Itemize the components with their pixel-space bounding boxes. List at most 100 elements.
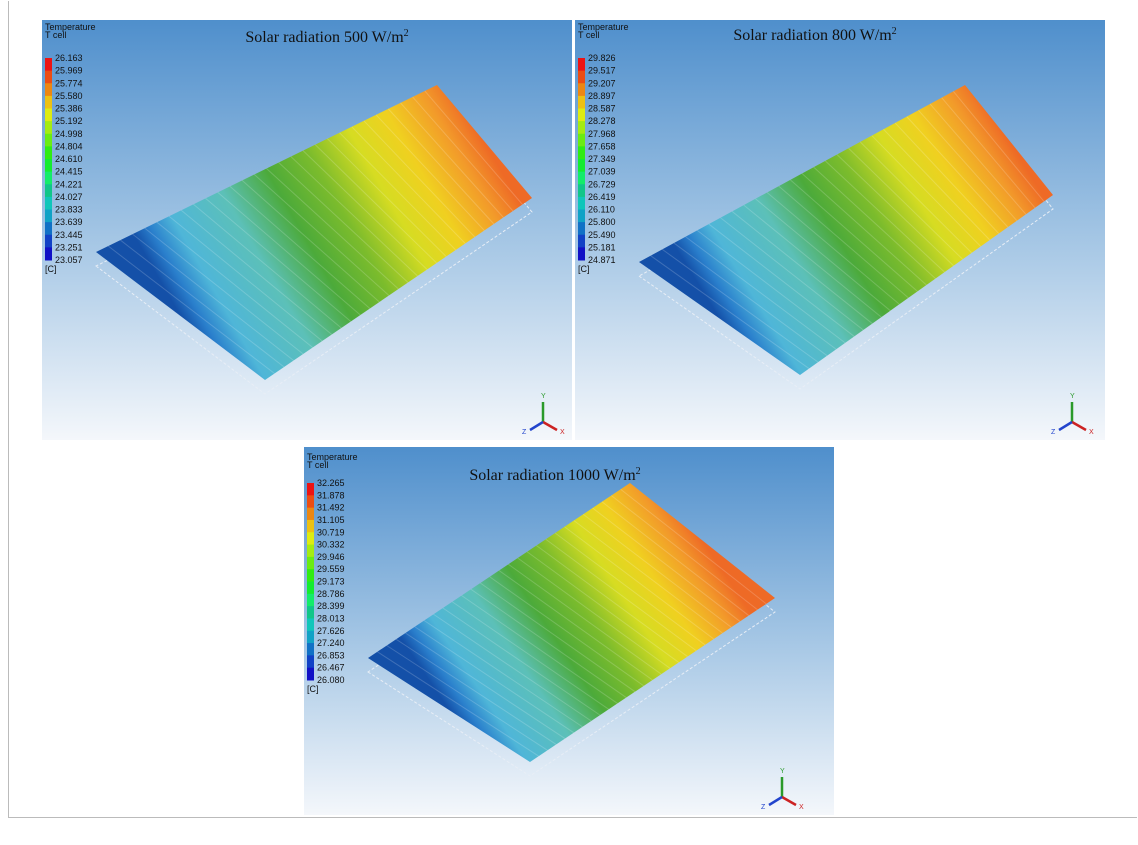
colorbar-segment [45, 159, 52, 172]
legend-unit: [C] [578, 264, 590, 274]
page: TemperatureT cell26.16325.96925.77425.58… [0, 0, 1138, 845]
legend-value: 23.057 [55, 255, 83, 265]
legend-value: 31.878 [317, 490, 345, 500]
legend-value: 24.804 [55, 141, 83, 151]
legend-value: 28.587 [588, 104, 616, 114]
legend-value: 32.265 [317, 478, 345, 488]
legend-subtitle: T cell [307, 460, 328, 470]
colorbar-segment [578, 71, 585, 84]
legend-value: 30.332 [317, 540, 345, 550]
axis-label: Y [780, 768, 785, 775]
colorbar-segment [307, 569, 314, 582]
colorbar-segment [45, 210, 52, 223]
colorbar-segment [578, 83, 585, 96]
legend-value: 25.774 [55, 78, 83, 88]
colorbar-segment [45, 172, 52, 185]
colorbar-segment [307, 483, 314, 496]
colorbar-segment [578, 134, 585, 147]
legend-unit: [C] [45, 264, 57, 274]
legend-value: 27.349 [588, 154, 616, 164]
legend-value: 27.240 [317, 638, 345, 648]
legend-value: 24.027 [55, 192, 83, 202]
legend-value: 27.658 [588, 141, 616, 151]
legend-value: 28.278 [588, 116, 616, 126]
colorbar-segment [578, 121, 585, 134]
legend-value: 29.173 [317, 577, 345, 587]
legend-value: 28.786 [317, 589, 345, 599]
colorbar-segment [578, 210, 585, 223]
colorbar-segment [307, 582, 314, 595]
legend-value: 23.445 [55, 230, 83, 240]
colorbar-segment [307, 643, 314, 656]
legend-value: 24.998 [55, 129, 83, 139]
title-text: Solar radiation 500 W/m [245, 29, 404, 46]
legend-value: 29.207 [588, 78, 616, 88]
legend-value: 27.626 [317, 626, 345, 636]
legend-value: 29.517 [588, 66, 616, 76]
axis-label: X [1089, 429, 1094, 436]
legend-unit: [C] [307, 684, 319, 694]
panel-title: Solar radiation 1000 W/m2 [469, 466, 640, 484]
panel: TemperatureT cell29.82629.51729.20728.89… [575, 20, 1105, 440]
colorbar-segment [307, 594, 314, 607]
title-superscript: 2 [892, 26, 897, 37]
colorbar-segment [307, 557, 314, 570]
legend-value: 29.826 [588, 53, 616, 63]
colorbar-segment [307, 495, 314, 508]
legend-value: 25.969 [55, 66, 83, 76]
colorbar-segment [578, 172, 585, 185]
legend-value: 30.719 [317, 527, 345, 537]
axis-label: Y [541, 393, 546, 400]
panel-title: Solar radiation 800 W/m2 [733, 26, 896, 44]
colorbar-segment [307, 606, 314, 619]
legend-value: 26.419 [588, 192, 616, 202]
legend-value: 26.467 [317, 663, 345, 673]
panel: TemperatureT cell26.16325.96925.77425.58… [42, 20, 572, 440]
colorbar-segment [578, 184, 585, 197]
colorbar-segment [578, 58, 585, 71]
colorbar-segment [578, 222, 585, 235]
colorbar-segment [307, 618, 314, 631]
colorbar-segment [45, 235, 52, 248]
legend-value: 27.039 [588, 167, 616, 177]
legend-subtitle: T cell [578, 30, 599, 40]
colorbar-segment [45, 197, 52, 210]
legend-value: 24.221 [55, 179, 83, 189]
colorbar-segment [45, 121, 52, 134]
colorbar-segment [578, 146, 585, 159]
colorbar-segment [307, 520, 314, 533]
legend-value: 25.192 [55, 116, 83, 126]
legend-value: 26.110 [588, 205, 615, 215]
title-superscript: 2 [636, 466, 641, 477]
colorbar-segment [45, 184, 52, 197]
colorbar-segment [307, 508, 314, 521]
legend-value: 31.105 [317, 515, 345, 525]
axis-label: Y [1070, 393, 1075, 400]
legend-value: 29.946 [317, 552, 345, 562]
colorbar-segment [307, 545, 314, 558]
legend-value: 26.080 [317, 675, 345, 685]
legend-value: 26.729 [588, 179, 616, 189]
legend-value: 24.871 [588, 255, 616, 265]
title-text: Solar radiation 1000 W/m [469, 467, 636, 484]
legend-value: 25.580 [55, 91, 83, 101]
legend-value: 28.897 [588, 91, 616, 101]
legend-value: 29.559 [317, 564, 345, 574]
axis-label: X [560, 429, 565, 436]
axis-label: Z [522, 429, 527, 436]
axis-label: Z [761, 804, 766, 811]
title-text: Solar radiation 800 W/m [733, 27, 892, 44]
colorbar-segment [578, 159, 585, 172]
legend-value: 25.386 [55, 104, 83, 114]
legend-value: 24.415 [55, 167, 83, 177]
axis-label: X [799, 804, 804, 811]
colorbar-segment [578, 247, 585, 260]
legend-value: 28.399 [317, 601, 345, 611]
legend-value: 24.610 [55, 154, 83, 164]
legend-value: 28.013 [317, 613, 345, 623]
colorbar-segment [45, 96, 52, 109]
colorbar-segment [578, 197, 585, 210]
colorbar-segment [578, 235, 585, 248]
colorbar-segment [45, 146, 52, 159]
